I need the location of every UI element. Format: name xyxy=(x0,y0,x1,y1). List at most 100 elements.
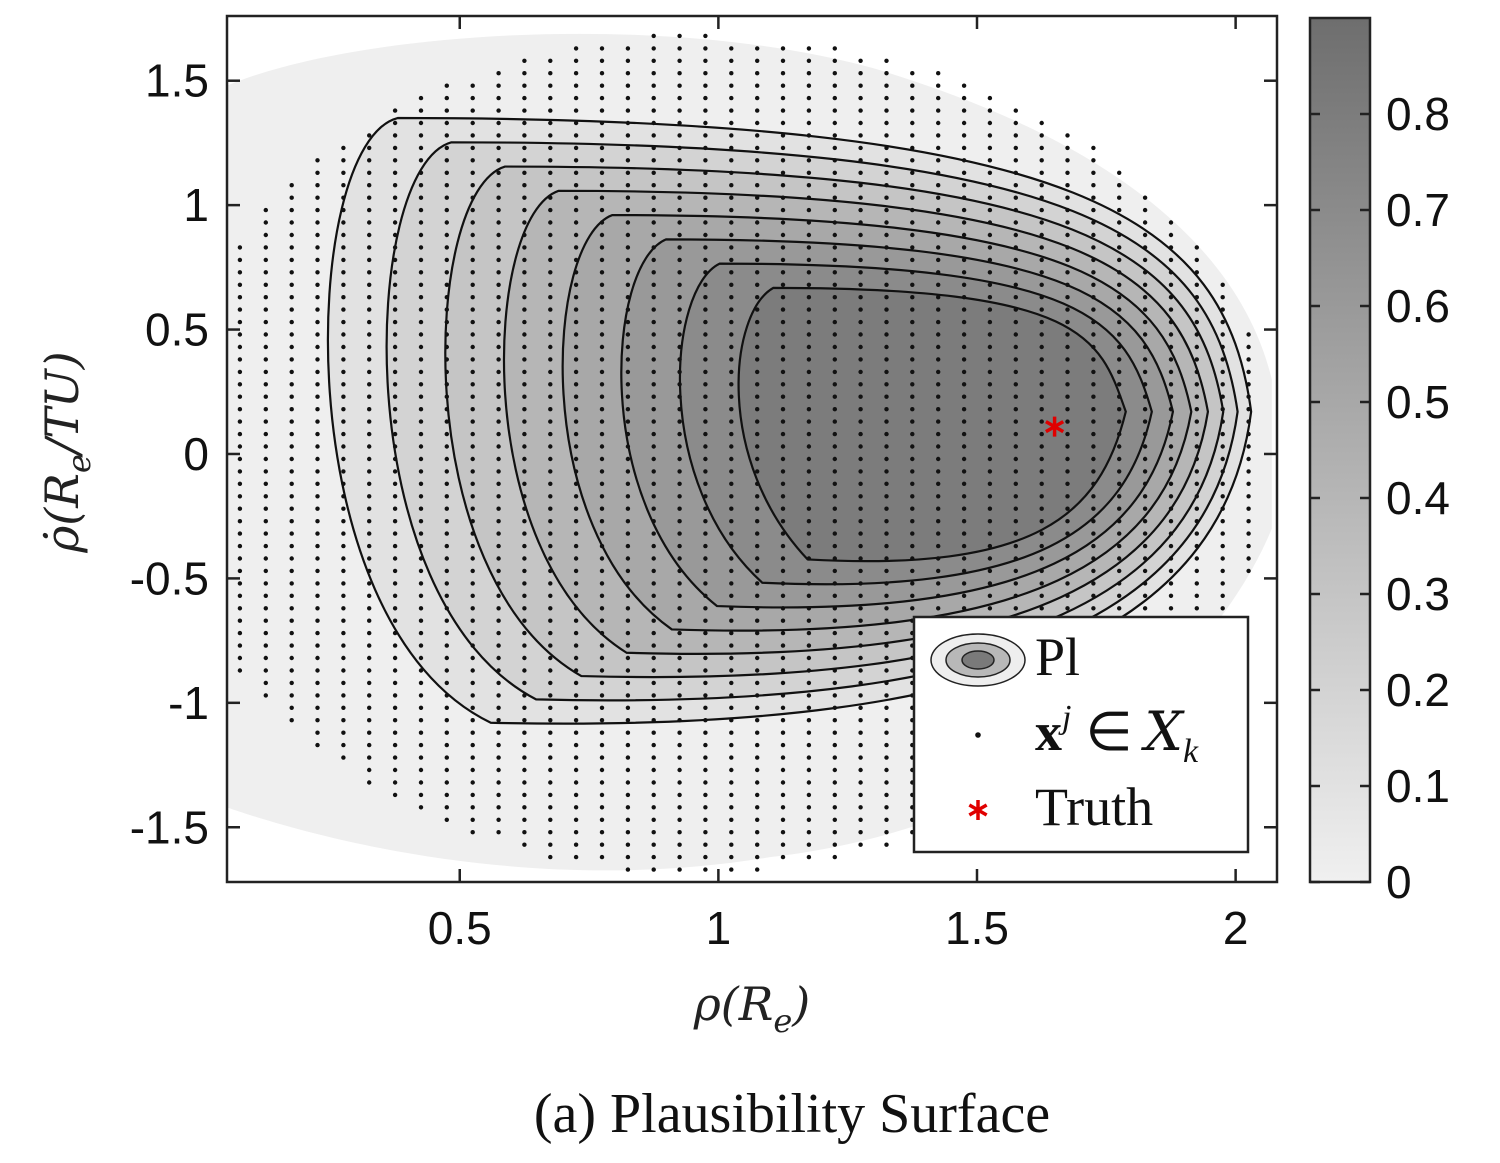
sample-point xyxy=(496,494,501,499)
sample-point xyxy=(1194,606,1200,611)
sample-point xyxy=(418,407,424,412)
sample-point xyxy=(1091,593,1096,598)
sample-point xyxy=(910,220,915,225)
sample-point xyxy=(444,369,449,375)
sample-point xyxy=(573,444,579,449)
sample-point xyxy=(806,257,812,263)
sample-point xyxy=(392,531,398,536)
sample-point xyxy=(315,357,320,362)
sample-point xyxy=(755,494,760,499)
sample-point xyxy=(729,419,734,424)
sample-point xyxy=(470,668,475,673)
sample-point xyxy=(832,83,837,88)
sample-point xyxy=(237,543,243,549)
sample-point xyxy=(548,693,553,698)
sample-point xyxy=(548,606,553,611)
sample-point xyxy=(625,494,631,499)
sample-point xyxy=(470,158,475,163)
sample-point xyxy=(1091,531,1096,536)
sample-point xyxy=(1013,232,1018,238)
sample-point xyxy=(496,730,501,735)
sample-point xyxy=(703,742,708,748)
sample-point xyxy=(418,630,424,636)
sample-point xyxy=(289,469,294,474)
sample-point xyxy=(832,581,837,586)
sample-point xyxy=(1065,556,1070,561)
sample-point xyxy=(315,693,320,698)
sample-point xyxy=(806,469,812,474)
sample-point xyxy=(1065,444,1070,449)
sample-point xyxy=(677,693,682,698)
sample-point xyxy=(341,307,346,312)
sample-point xyxy=(1013,183,1018,188)
sample-point xyxy=(961,145,967,151)
sample-point xyxy=(1117,556,1122,561)
sample-point xyxy=(1220,606,1225,611)
sample-point xyxy=(418,319,424,325)
sample-point xyxy=(548,319,553,325)
sample-point xyxy=(858,158,863,163)
sample-point xyxy=(1039,357,1044,362)
sample-point xyxy=(367,369,372,375)
sample-point xyxy=(418,767,424,773)
sample-point xyxy=(677,643,682,648)
sample-point xyxy=(522,481,527,486)
sample-point xyxy=(703,419,708,424)
sample-point xyxy=(1091,543,1096,549)
sample-point xyxy=(289,606,294,611)
sample-point xyxy=(418,207,424,213)
sample-point xyxy=(315,481,320,486)
sample-point xyxy=(832,58,837,63)
sample-point xyxy=(496,568,501,574)
sample-point xyxy=(729,319,734,325)
sample-point xyxy=(1142,369,1148,375)
sample-point xyxy=(703,730,708,735)
sample-point xyxy=(1039,245,1044,250)
sample-point xyxy=(729,805,734,810)
sample-point xyxy=(1246,369,1251,375)
sample-point xyxy=(470,444,475,449)
sample-point xyxy=(548,183,553,188)
sample-point xyxy=(522,693,527,698)
sample-point xyxy=(651,95,656,101)
sample-point xyxy=(961,319,967,325)
sample-point xyxy=(548,830,553,835)
sample-point xyxy=(1168,481,1174,486)
sample-point xyxy=(832,382,837,387)
sample-point xyxy=(677,33,682,39)
sample-point xyxy=(548,431,553,437)
sample-point xyxy=(1013,133,1018,138)
sample-point xyxy=(961,95,967,101)
sample-point xyxy=(625,481,631,486)
sample-point xyxy=(961,568,967,574)
sample-point xyxy=(755,407,760,412)
sample-point xyxy=(522,382,527,387)
sample-point xyxy=(315,369,320,375)
sample-point xyxy=(780,568,786,574)
sample-point xyxy=(884,742,889,748)
sample-point xyxy=(625,705,631,710)
sample-point xyxy=(573,830,579,835)
sample-point xyxy=(677,357,682,362)
sample-point xyxy=(625,581,631,586)
y-axis-label-rest: /TU) xyxy=(35,351,89,458)
legend-contour-icon xyxy=(930,633,1026,687)
sample-point xyxy=(599,170,605,175)
sample-point xyxy=(832,556,837,561)
y-tick-label: -1.5 xyxy=(130,801,209,853)
sample-point xyxy=(729,394,734,399)
sample-point xyxy=(755,705,760,710)
sample-point xyxy=(832,668,837,673)
sample-point xyxy=(496,655,501,661)
sample-point xyxy=(1065,158,1070,163)
sample-point xyxy=(444,332,449,337)
sample-point xyxy=(832,817,837,822)
sample-point xyxy=(573,145,579,151)
sample-point xyxy=(1117,456,1122,462)
sample-point xyxy=(858,270,863,275)
sample-point xyxy=(1117,407,1122,412)
sample-point xyxy=(936,581,941,586)
sample-point xyxy=(367,245,372,250)
colorbar-ticks: 00.10.20.30.40.50.60.70.8 xyxy=(1310,88,1450,908)
sample-point xyxy=(444,693,449,698)
